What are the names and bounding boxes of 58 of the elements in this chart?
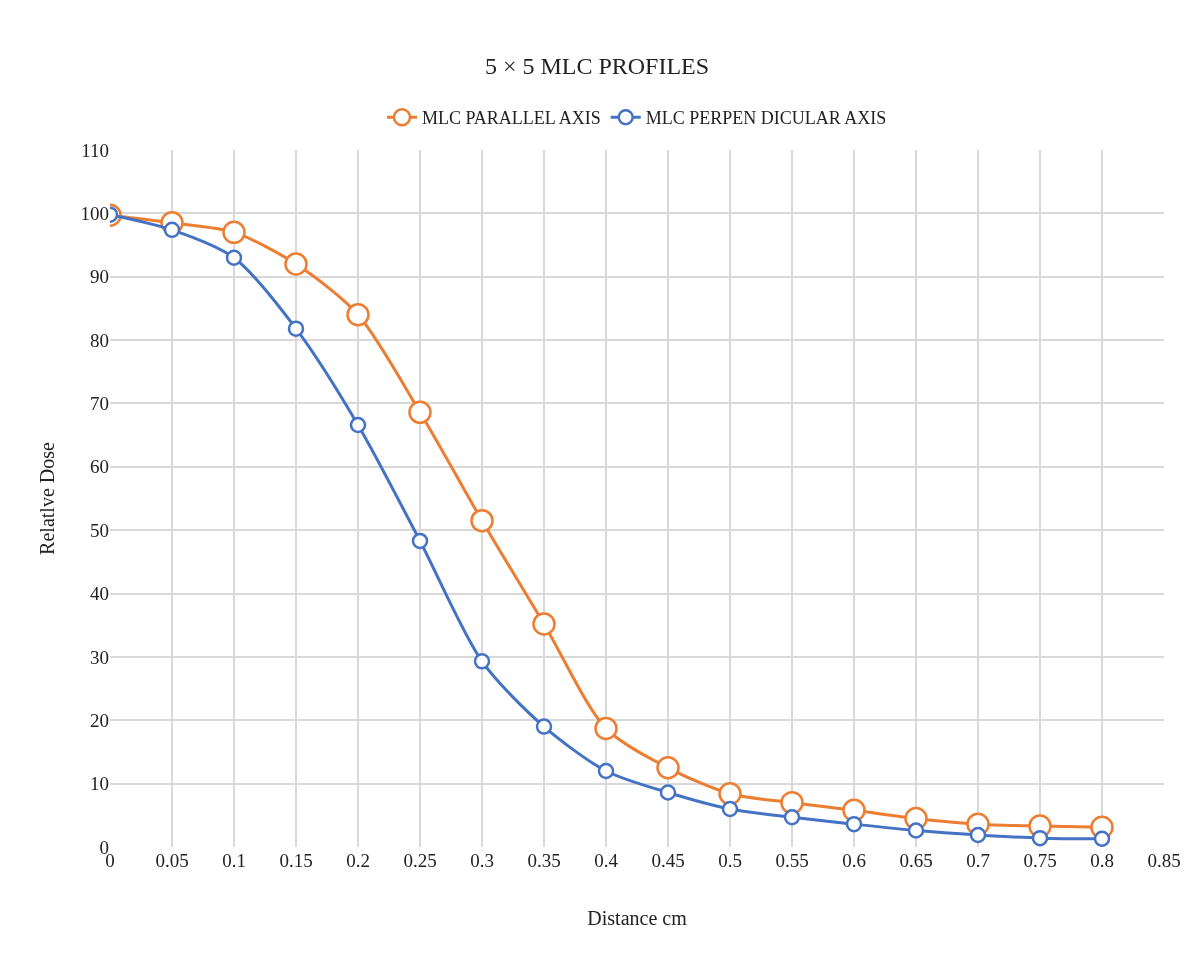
point [408, 400, 432, 425]
point [349, 416, 367, 434]
x-tick-label: 0.35 [527, 850, 561, 871]
x-tick-label: 0.1 [222, 850, 246, 871]
x-tick-label: 0.65 [899, 850, 933, 871]
point [969, 826, 987, 844]
point [718, 782, 742, 806]
x-axis-title: Distance cm [587, 906, 688, 929]
point [656, 756, 680, 780]
point [225, 249, 243, 266]
point [845, 815, 863, 833]
point [222, 220, 246, 245]
chart-title: 5 × 5 MLC PROFILES [484, 53, 710, 80]
point [594, 716, 618, 741]
point [535, 718, 553, 735]
point [721, 800, 739, 818]
legend-label: MLC PERPEN DICULAR AXIS [645, 108, 887, 129]
x-tick-label: 0.8 [1090, 850, 1114, 871]
y-tick-label: 60 [90, 456, 109, 478]
point [411, 532, 429, 550]
y-tick-label: 100 [80, 203, 109, 225]
point [780, 790, 804, 815]
point [470, 508, 494, 533]
x-tick-label: 0.75 [1023, 850, 1057, 871]
point [659, 784, 677, 801]
point [907, 822, 925, 839]
point [1093, 830, 1111, 847]
y-tick-label: 110 [81, 139, 109, 161]
x-tick-label: 0.2 [346, 850, 370, 871]
point [783, 808, 801, 826]
point [1031, 829, 1049, 847]
point [346, 303, 370, 327]
y-tick-label: 20 [90, 709, 109, 731]
point [532, 612, 556, 636]
point [597, 762, 615, 780]
y-tick-label: 70 [90, 393, 109, 415]
y-tick-label: 40 [90, 583, 109, 605]
y-tick-label: 30 [90, 646, 109, 668]
point [284, 252, 308, 276]
x-tick-label: 0.5 [718, 850, 742, 871]
y-tick-label: 80 [90, 329, 109, 351]
y-tick-label: 50 [90, 519, 109, 541]
x-tick-label: 0.85 [1147, 850, 1181, 871]
x-tick-label: 0.15 [279, 850, 313, 871]
x-tick-label: 0.6 [842, 850, 866, 871]
point [287, 320, 305, 337]
y-axis-title: Relatlve Dose [36, 442, 58, 555]
x-tick-label: 0.7 [966, 850, 990, 871]
y-tick-label: 90 [90, 266, 109, 288]
y-tick-label: 10 [90, 773, 109, 795]
x-tick-label: 0.45 [651, 850, 685, 871]
x-tick-label: 0.25 [403, 850, 437, 871]
x-tick-label: 0.3 [470, 850, 494, 871]
x-tick-label: 0.4 [594, 850, 619, 871]
point [473, 653, 491, 670]
legend-label: MLC PARALLEL AXIS [422, 108, 601, 129]
x-tick-label: 0.05 [155, 850, 189, 871]
x-tick-label: 0.55 [775, 850, 809, 871]
